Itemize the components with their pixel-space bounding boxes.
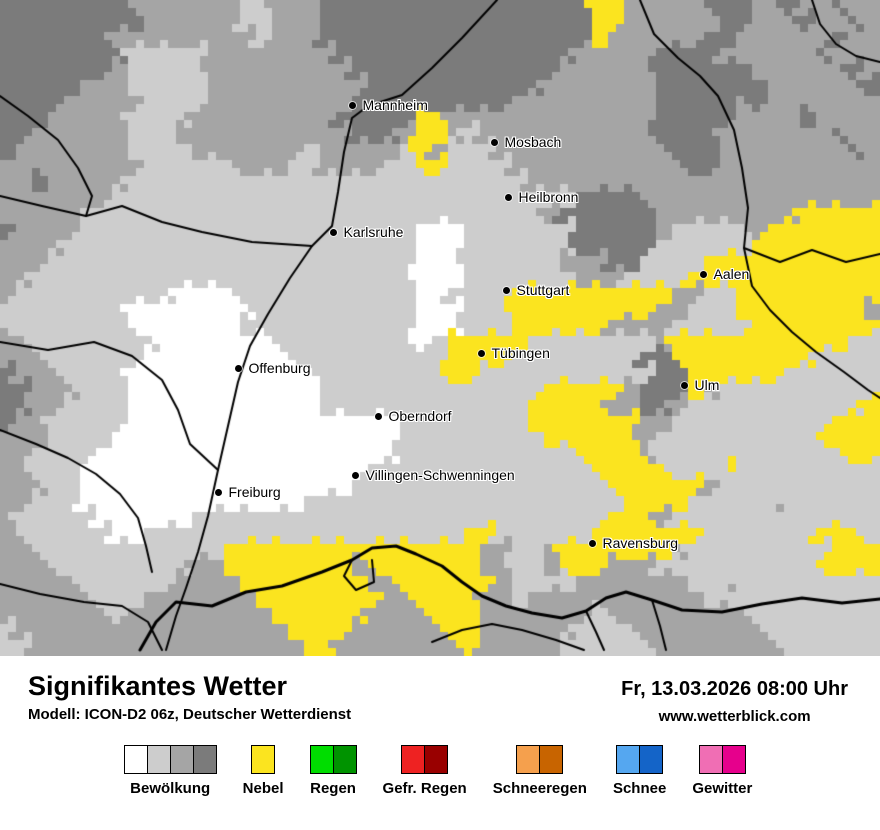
legend-group-regen: Regen bbox=[309, 745, 357, 797]
info-bar: Signifikantes Wetter Modell: ICON-D2 06z… bbox=[28, 672, 848, 725]
legend-swatch bbox=[424, 745, 449, 774]
legend-swatch bbox=[123, 745, 148, 774]
legend-group-gewitter: Gewitter bbox=[692, 745, 752, 797]
legend-swatch bbox=[516, 745, 541, 774]
info-right: Fr, 13.03.2026 08:00 Uhr www.wetterblick… bbox=[621, 678, 848, 725]
forecast-datetime: Fr, 13.03.2026 08:00 Uhr bbox=[621, 678, 848, 700]
legend-label: Bewölkung bbox=[130, 780, 211, 797]
legend-swatch-row bbox=[309, 745, 357, 774]
weather-map-canvas bbox=[0, 0, 880, 656]
legend-swatch bbox=[698, 745, 723, 774]
legend-swatch bbox=[639, 745, 664, 774]
page-title: Signifikantes Wetter bbox=[28, 671, 288, 701]
weather-map: Mannheim Mosbach Heilbronn Karlsruhe Aalen St… bbox=[0, 0, 880, 656]
legend-swatch-row bbox=[698, 745, 746, 774]
legend-swatch bbox=[401, 745, 426, 774]
website-url: www.wetterblick.com bbox=[658, 708, 811, 725]
legend-swatch bbox=[721, 745, 746, 774]
info-left: Signifikantes Wetter Modell: ICON-D2 06z… bbox=[28, 671, 352, 724]
legend-swatch bbox=[192, 745, 217, 774]
legend-swatch-row bbox=[616, 745, 664, 774]
legend-group-schnee: Schnee bbox=[613, 745, 666, 797]
legend-swatch-row bbox=[251, 745, 276, 774]
legend-group-nebel: Nebel bbox=[243, 745, 284, 797]
legend-swatch bbox=[169, 745, 194, 774]
info-panel: Signifikantes Wetter Modell: ICON-D2 06z… bbox=[0, 656, 880, 830]
legend-swatch bbox=[616, 745, 641, 774]
legend-label: Schnee bbox=[612, 780, 667, 797]
model-info: Modell: ICON-D2 06z, Deutscher Wetterdie… bbox=[28, 706, 352, 724]
legend-swatch-row bbox=[401, 745, 449, 774]
legend-swatch bbox=[146, 745, 171, 774]
legend-label: Nebel bbox=[242, 780, 284, 797]
legend-label: Schneeregen bbox=[492, 780, 587, 797]
legend-label: Gewitter bbox=[692, 780, 753, 797]
legend: Bewölkung Nebel Regen Gefr. Regen Schneerege… bbox=[28, 745, 848, 797]
legend-label: Regen bbox=[310, 780, 356, 797]
legend-swatch bbox=[539, 745, 564, 774]
legend-label: Gefr. Regen bbox=[382, 780, 467, 797]
legend-group-bew-lkung: Bewölkung bbox=[123, 745, 217, 797]
legend-group-gefr-regen: Gefr. Regen bbox=[383, 745, 467, 797]
legend-swatch-row bbox=[516, 745, 564, 774]
legend-swatch bbox=[251, 745, 276, 774]
legend-group-schneeregen: Schneeregen bbox=[493, 745, 587, 797]
legend-swatch bbox=[309, 745, 334, 774]
legend-swatch bbox=[332, 745, 357, 774]
legend-swatch-row bbox=[123, 745, 217, 774]
